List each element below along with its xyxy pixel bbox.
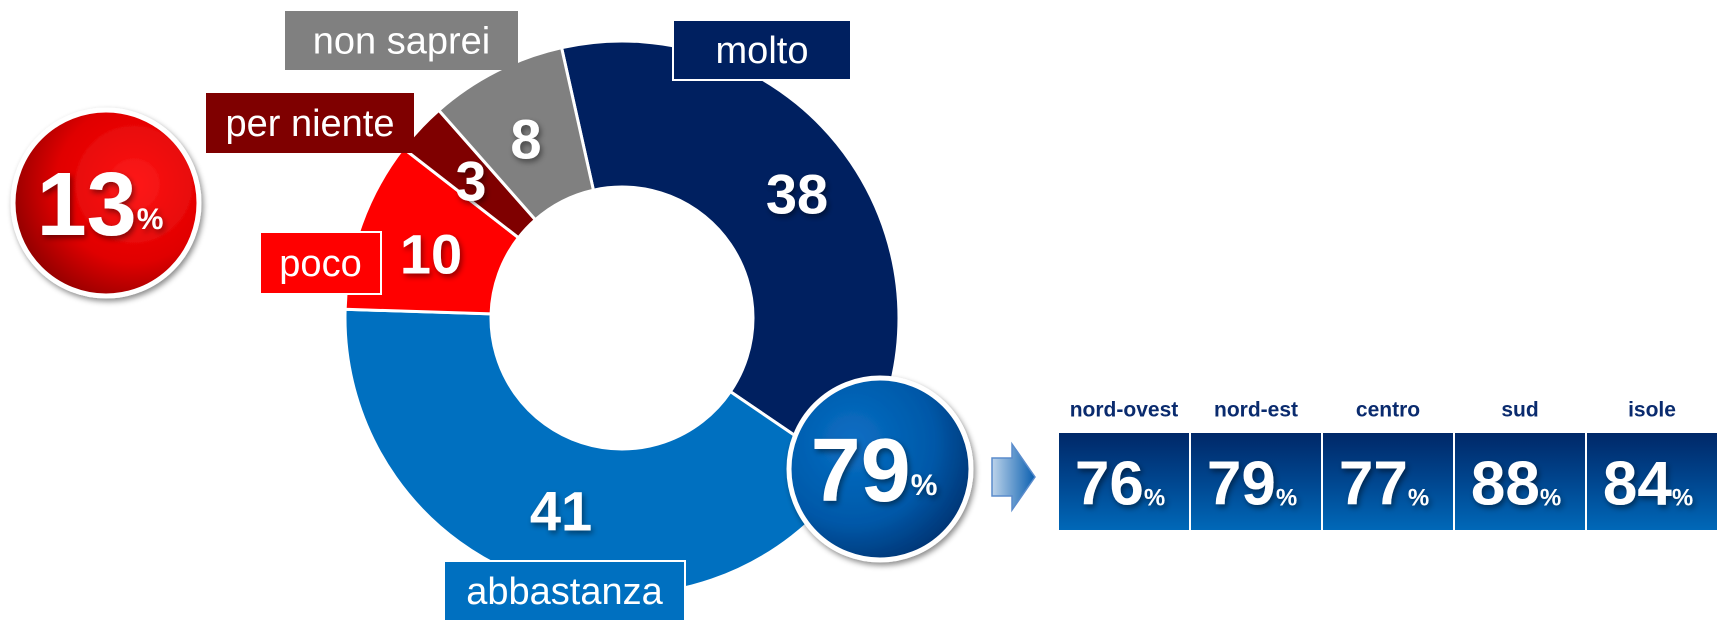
region-cell (1455, 433, 1585, 530)
summary-value: 79% (811, 421, 938, 521)
data-label: 41 (530, 480, 592, 543)
region-number: 88 (1471, 449, 1540, 518)
category-label: non saprei (313, 21, 490, 63)
region-label: centro (1356, 399, 1420, 422)
region-number: 77 (1339, 449, 1408, 518)
summary-value: 13% (37, 155, 164, 255)
category-label: poco (279, 243, 361, 285)
donut-slice (343, 307, 854, 597)
region-number: 76 (1075, 449, 1144, 518)
summary-circle (786, 375, 974, 563)
category-label-box (443, 560, 686, 622)
region-number: 79 (1207, 449, 1276, 518)
region-label: nord-ovest (1070, 399, 1179, 422)
category-label: abbastanza (466, 571, 663, 613)
category-label-box (259, 231, 382, 295)
summary-unit: % (911, 469, 938, 502)
region-unit: % (1540, 484, 1561, 511)
donut-slice (436, 45, 596, 222)
arrow (991, 441, 1036, 513)
data-label: 38 (766, 163, 828, 226)
category-label-box (206, 93, 414, 153)
region-unit: % (1408, 484, 1429, 511)
data-label: 10 (400, 223, 462, 286)
region-value: 77% (1339, 449, 1429, 518)
summary-circle (10, 107, 202, 299)
region-label: nord-est (1214, 399, 1298, 422)
summary-unit: % (137, 203, 164, 236)
category-label-box (285, 11, 518, 70)
region-value: 79% (1207, 449, 1297, 518)
category-label: per niente (225, 103, 394, 145)
region-cell (1191, 433, 1321, 530)
category-label: molto (716, 30, 809, 72)
region-number: 84 (1603, 449, 1672, 518)
region-unit: % (1144, 484, 1165, 511)
data-label: 8 (510, 108, 541, 171)
region-label: sud (1501, 399, 1538, 422)
region-value: 76% (1075, 449, 1165, 518)
region-cell (1323, 433, 1453, 530)
region-cell (1059, 433, 1189, 530)
region-value: 84% (1603, 449, 1693, 518)
region-unit: % (1276, 484, 1297, 511)
summary-number: 13 (37, 155, 137, 255)
region-cell (1587, 433, 1717, 530)
region-label: isole (1628, 399, 1676, 422)
data-label: 3 (455, 150, 486, 213)
region-unit: % (1672, 484, 1693, 511)
summary-number: 79 (811, 421, 911, 521)
category-label-box (672, 19, 852, 81)
region-value: 88% (1471, 449, 1561, 518)
